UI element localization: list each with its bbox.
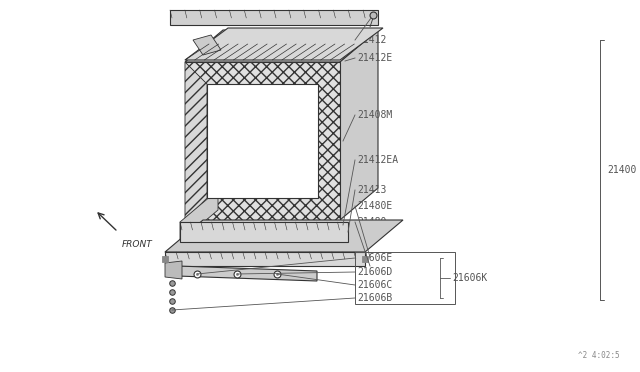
- Text: 21606E: 21606E: [357, 253, 392, 263]
- Text: 21408M: 21408M: [357, 110, 392, 120]
- Polygon shape: [165, 252, 365, 266]
- Polygon shape: [170, 10, 378, 25]
- Polygon shape: [185, 62, 340, 220]
- Text: 21412EA: 21412EA: [357, 155, 398, 165]
- Polygon shape: [193, 35, 221, 55]
- Polygon shape: [177, 266, 317, 281]
- Text: 21606D: 21606D: [357, 267, 392, 277]
- Polygon shape: [165, 220, 403, 252]
- Text: FRONT: FRONT: [122, 240, 153, 249]
- Text: 21606C: 21606C: [357, 280, 392, 290]
- Text: 21606B: 21606B: [357, 293, 392, 303]
- Polygon shape: [165, 261, 182, 279]
- Text: 21413: 21413: [357, 185, 387, 195]
- Text: 21412E: 21412E: [357, 53, 392, 63]
- Polygon shape: [185, 62, 207, 220]
- Text: 21400: 21400: [607, 165, 636, 175]
- Polygon shape: [185, 28, 383, 60]
- Polygon shape: [180, 222, 348, 242]
- Text: 21412: 21412: [357, 35, 387, 45]
- Text: 21480E: 21480E: [357, 201, 392, 211]
- Text: 21480: 21480: [357, 217, 387, 227]
- Text: 21606K: 21606K: [452, 273, 487, 283]
- Polygon shape: [207, 84, 318, 198]
- Polygon shape: [340, 30, 378, 220]
- Polygon shape: [185, 30, 378, 62]
- Polygon shape: [180, 190, 218, 242]
- Text: ^2 4:02:5: ^2 4:02:5: [579, 351, 620, 360]
